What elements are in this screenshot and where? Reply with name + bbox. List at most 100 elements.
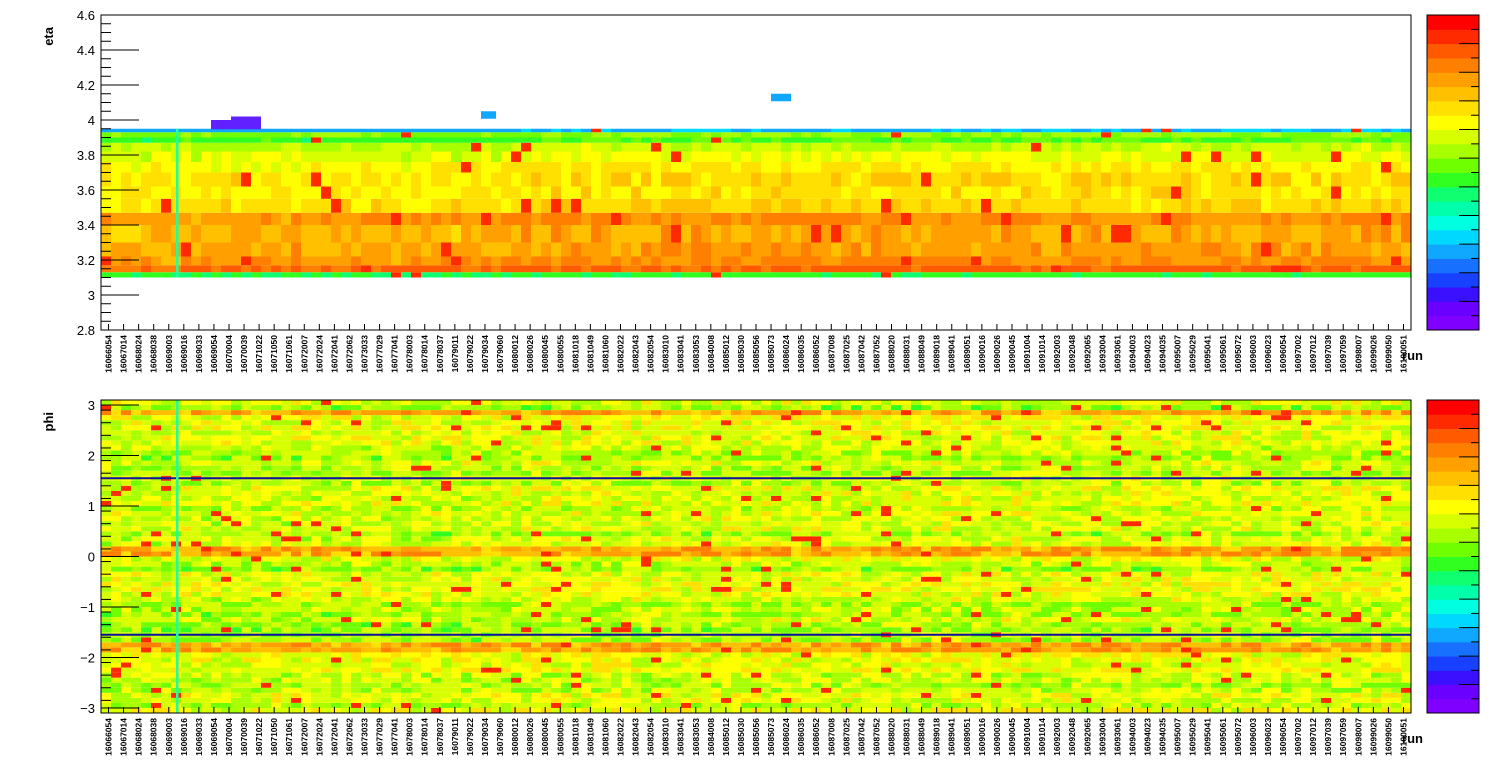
- phi-cell: [241, 687, 252, 693]
- eta-cell: [261, 272, 272, 278]
- eta-cell: [1131, 142, 1142, 152]
- phi-cell: [461, 642, 472, 648]
- phi-cell: [121, 606, 132, 613]
- phi-cell: [441, 667, 452, 673]
- eta-cell: [961, 142, 972, 152]
- eta-cell: [461, 162, 472, 173]
- phi-cell: [461, 672, 472, 678]
- phi-cell: [841, 697, 852, 703]
- phi-cell: [1171, 692, 1182, 698]
- eta-x-tick-label: 16080012: [510, 335, 520, 373]
- phi-cell: [1201, 642, 1212, 648]
- eta-cell: [1281, 265, 1292, 273]
- phi-cell: [1081, 612, 1092, 618]
- phi-cell: [121, 652, 132, 658]
- phi-cell: [441, 662, 452, 668]
- phi-cell: [771, 672, 782, 678]
- phi-cell: [291, 606, 302, 613]
- eta-cell: [1021, 142, 1032, 152]
- eta-cell: [651, 151, 662, 162]
- phi-cell: [561, 677, 572, 683]
- phi-cell: [1181, 677, 1192, 683]
- phi-cell: [1081, 642, 1092, 648]
- eta-cell: [541, 186, 552, 199]
- eta-cell: [721, 272, 732, 278]
- eta-cell: [441, 128, 452, 133]
- eta-cell: [981, 272, 992, 278]
- phi-cell: [731, 642, 742, 648]
- eta-cell: [441, 256, 452, 266]
- phi-cell: [1171, 687, 1182, 693]
- phi-cell: [1221, 672, 1232, 678]
- phi-cell: [451, 617, 462, 623]
- phi-cell: [231, 672, 242, 678]
- eta-y-tick-label: 3: [88, 288, 95, 303]
- eta-cell: [1391, 186, 1402, 199]
- eta-cell: [1331, 128, 1342, 133]
- eta-cell: [141, 142, 152, 152]
- eta-cell: [561, 198, 572, 213]
- phi-cell: [811, 606, 822, 613]
- phi-cell: [1261, 702, 1272, 708]
- phi-cell: [751, 677, 762, 683]
- phi-cell: [651, 662, 662, 668]
- eta-cell: [1061, 256, 1072, 266]
- phi-cell: [841, 672, 852, 678]
- phi-cell: [521, 667, 532, 673]
- phi-cell: [301, 667, 312, 673]
- phi-cell: [151, 622, 162, 628]
- phi-cell: [771, 707, 782, 713]
- eta-cell: [551, 137, 562, 143]
- phi-cell: [581, 622, 592, 628]
- eta-cell: [1211, 142, 1222, 152]
- eta-cell: [1011, 265, 1022, 273]
- eta-cell: [1201, 162, 1212, 173]
- eta-cell: [251, 142, 262, 152]
- eta-cell: [1371, 265, 1382, 273]
- phi-cell: [331, 617, 342, 623]
- eta-cell: [471, 128, 482, 133]
- phi-cell: [221, 612, 232, 618]
- eta-cell: [411, 272, 422, 278]
- eta-cell: [511, 151, 522, 162]
- phi-heatmap-row: [101, 677, 1412, 683]
- eta-cell: [451, 256, 462, 266]
- phi-cell: [871, 627, 882, 633]
- eta-cell: [431, 137, 442, 143]
- phi-cell: [771, 642, 782, 648]
- phi-cell: [1051, 647, 1062, 653]
- phi-cell: [801, 612, 812, 618]
- phi-cell: [641, 687, 652, 693]
- phi-cell: [1071, 697, 1082, 703]
- eta-cell: [741, 128, 752, 133]
- phi-cell: [971, 707, 982, 713]
- phi-cell: [1021, 642, 1032, 648]
- phi-cell: [941, 652, 952, 658]
- phi-cell: [821, 682, 832, 688]
- eta-cell: [441, 198, 452, 213]
- eta-cell: [831, 186, 842, 199]
- phi-cell: [1361, 687, 1372, 693]
- eta-cell: [1301, 186, 1312, 199]
- eta-cell: [921, 256, 932, 266]
- phi-cell: [1001, 667, 1012, 673]
- eta-cell: [151, 198, 162, 213]
- eta-cell: [1251, 151, 1262, 162]
- phi-cell: [1281, 707, 1292, 713]
- eta-cell: [621, 128, 632, 133]
- phi-cell: [401, 647, 412, 653]
- eta-cell: [1321, 151, 1332, 162]
- phi-cell: [1011, 707, 1022, 713]
- eta-cell: [241, 265, 252, 273]
- phi-cell: [681, 637, 692, 643]
- phi-cell: [861, 652, 872, 658]
- eta-cell: [151, 212, 162, 225]
- eta-cell: [951, 142, 962, 152]
- phi-cell: [241, 667, 252, 673]
- eta-cell: [1241, 272, 1252, 278]
- eta-cell: [431, 151, 442, 162]
- eta-cell: [1351, 128, 1362, 133]
- eta-cell: [711, 137, 722, 143]
- phi-cell: [731, 612, 742, 618]
- phi-cell: [1201, 702, 1212, 708]
